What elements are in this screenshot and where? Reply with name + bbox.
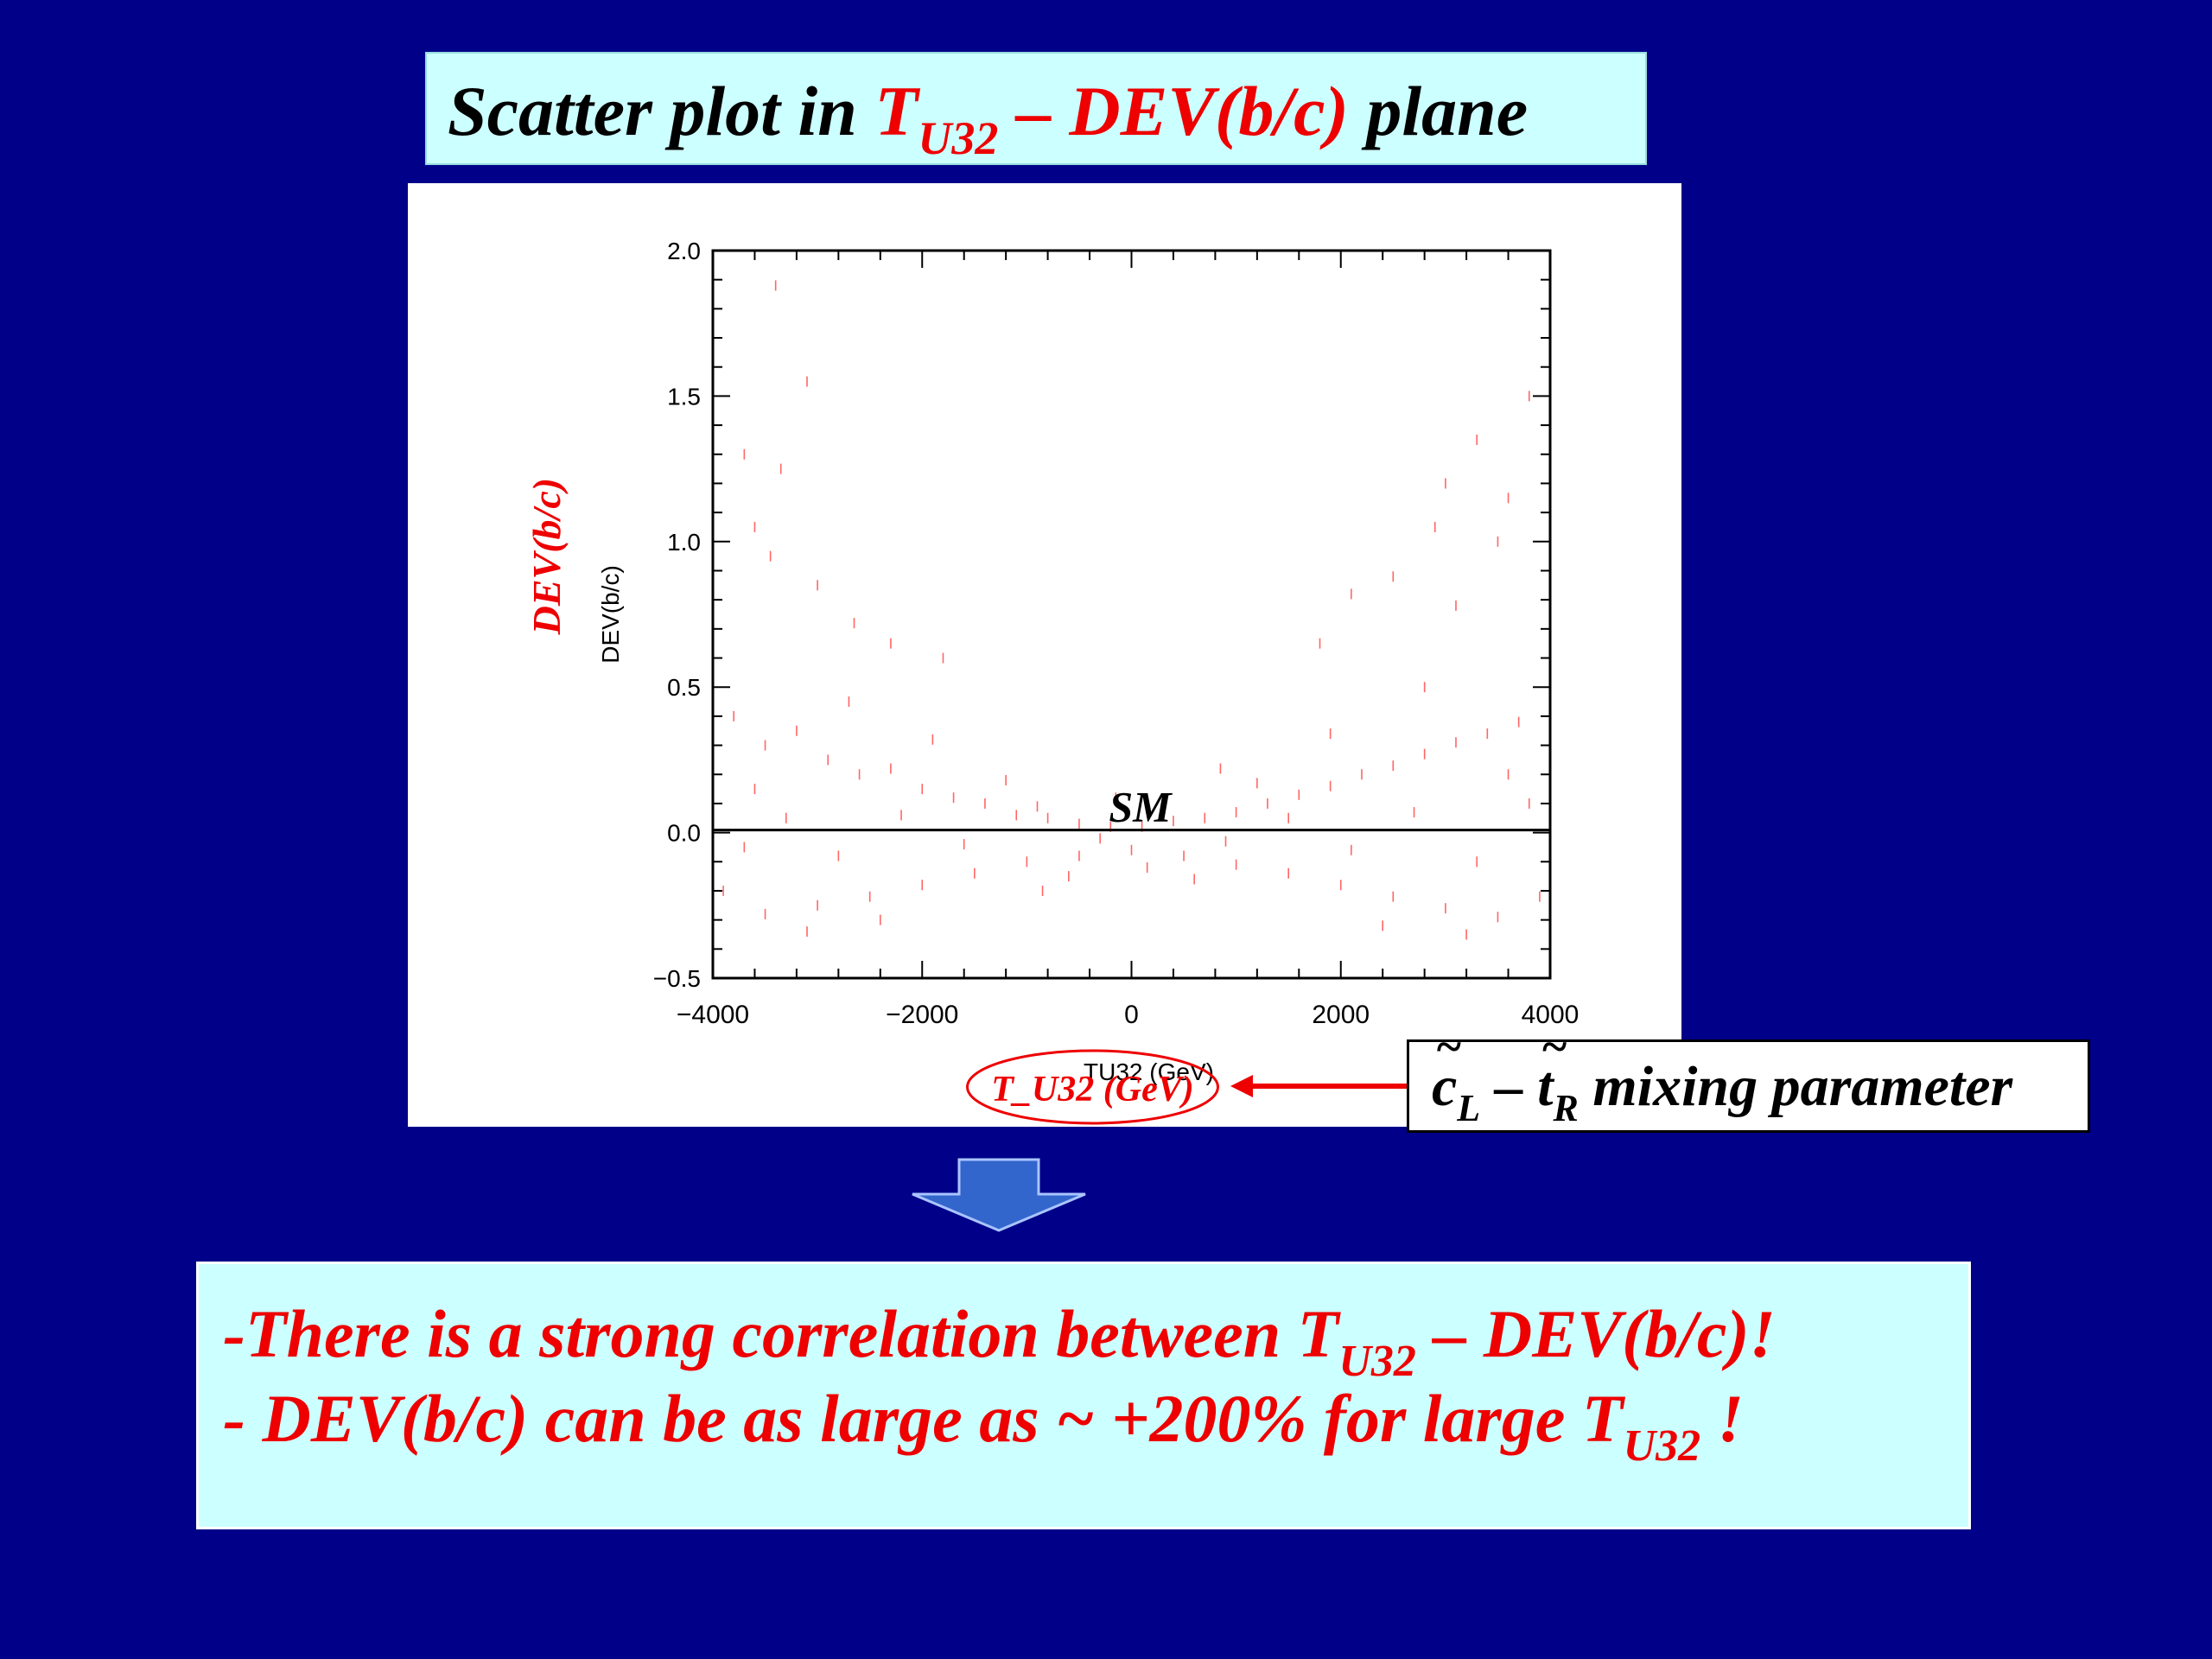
x-tick-label: −4000	[677, 1001, 749, 1029]
conclusion-line-2: - DEV(b/c) can be as large as ~ +200% fo…	[223, 1380, 1744, 1471]
conclusion-line-2-subscript: U32	[1623, 1421, 1701, 1471]
y-tick-label: −0.5	[653, 965, 701, 992]
title-prefix: Scatter plot in	[448, 72, 875, 150]
conclusion-line-1-suffix: – DEV(b/c)!	[1415, 1296, 1776, 1371]
mixing-c: c	[1432, 1020, 1462, 1120]
plot-panel: −4000 −2000 0 2000 4000 −0.5 0.0 0.5 1.0 1.5 2.0 SM…	[408, 183, 1681, 1127]
x-axis-title: TU32 (GeV)	[1084, 1058, 1214, 1085]
down-arrow-icon	[912, 1158, 1086, 1232]
y-axis-title: DEV(b/c)	[597, 565, 624, 664]
plot-frame	[711, 249, 1552, 980]
y-tick-label: 2.0	[667, 238, 701, 264]
y-tick-label: 1.0	[667, 529, 701, 556]
conclusion-line-1-prefix: -There is a strong correlation between T	[223, 1296, 1339, 1371]
title-t: T	[874, 72, 918, 150]
title-t-subscript: U32	[918, 112, 999, 164]
title-t-main: TU32 – DEV(b/c)	[874, 72, 1349, 164]
slide-title-box: Scatter plot in TU32 – DEV(b/c) plane	[425, 52, 1647, 165]
conclusion-line-2-prefix: - DEV(b/c) can be as large as ~ +200% fo…	[223, 1381, 1624, 1456]
mixing-c-subscript: L	[1457, 1087, 1481, 1129]
mixing-t-subscript: R	[1553, 1087, 1579, 1129]
x-tick-label: 0	[1124, 1001, 1139, 1029]
mixing-parameter-box: cL – tR mixing parameter	[1407, 1020, 2090, 1133]
conclusion-line-1: -There is a strong correlation between T…	[223, 1295, 1776, 1386]
mixing-rest: mixing parameter	[1578, 1055, 2013, 1118]
y-tick-label: 0.0	[667, 820, 701, 847]
scatter-chart: −4000 −2000 0 2000 4000−0.50.00.51.01.52.0SM…	[524, 238, 1579, 1125]
conclusion-line-2-suffix: !	[1700, 1381, 1744, 1456]
y-tick-label: 1.5	[667, 383, 701, 410]
mixing-dash: –	[1480, 1055, 1538, 1118]
conclusion-box: -There is a strong correlation between T…	[196, 1262, 1971, 1529]
slide-title: Scatter plot in TU32 – DEV(b/c) plane	[448, 71, 1529, 164]
mixing-parameter-label: cL – tR mixing parameter	[1432, 1020, 2013, 1129]
sm-label: SM	[1109, 783, 1173, 831]
x-axis-annotation-ellipse	[966, 1049, 1219, 1125]
x-axis-annotation: T_U32 (GeV)	[991, 1070, 1193, 1109]
y-tick-label: 0.5	[667, 674, 701, 701]
conclusion-line-1-subscript: U32	[1338, 1337, 1416, 1386]
x-tick-label: −2000	[886, 1001, 958, 1029]
mixing-t: t	[1537, 1020, 1567, 1120]
title-dev: – DEV(b/c)	[998, 72, 1349, 150]
x-tick-label: 2000	[1312, 1001, 1370, 1029]
title-suffix: plane	[1348, 72, 1529, 150]
y-axis-annotation: DEV(b/c)	[524, 478, 569, 635]
